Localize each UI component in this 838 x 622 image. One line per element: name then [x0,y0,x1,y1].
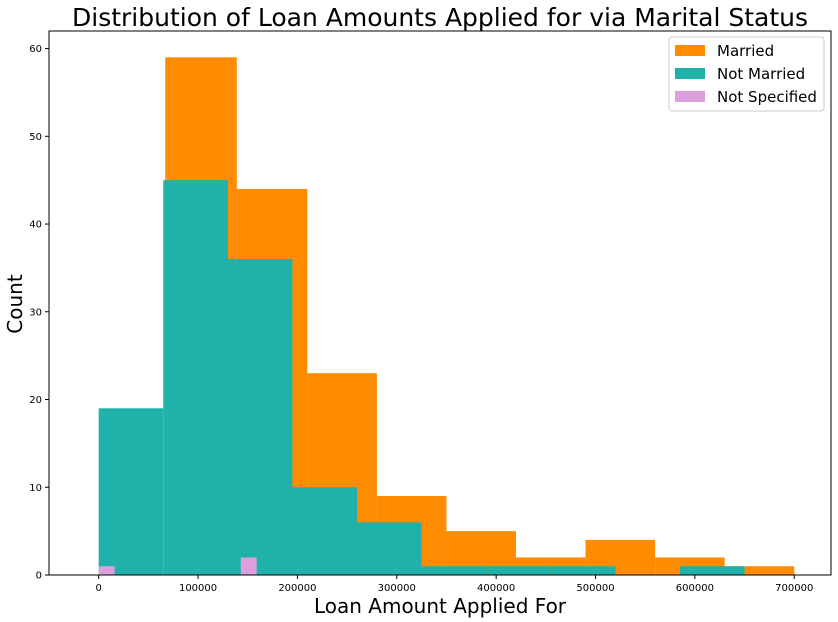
x-tick-label-0: 0 [95,583,101,594]
legend: Married Not Married Not Specified [668,36,825,112]
legend-box [668,36,825,112]
axes-layer [48,30,832,576]
x-tick-label-5: 500000 [576,583,614,594]
x-axis-label: Loan Amount Applied For [314,594,567,618]
y-tick-label-2: 20 [29,395,42,406]
x-tick-label-3: 300000 [378,583,416,594]
y-tick-label-6: 60 [29,44,42,55]
x-tick-label-4: 400000 [477,583,515,594]
legend-swatch-not-specified [675,91,705,102]
bars-layer [98,57,795,576]
bar-not-specified-1 [240,557,257,575]
bar-not-married-0 [98,408,164,575]
x-tick-label-1: 100000 [179,583,217,594]
chart-title: Distribution of Loan Amounts Applied for… [72,3,808,32]
legend-label-not-married: Not Married [717,65,805,83]
bar-not-specified-0 [98,566,115,575]
plot-frame [48,30,832,576]
legend-swatch-married [675,45,705,56]
legend-label-not-specified: Not Specified [717,88,817,106]
y-axis-label: Count [3,274,27,334]
bar-not-married-1 [163,180,228,575]
y-tick-label-5: 50 [29,132,42,143]
y-tick-label-4: 40 [29,220,42,231]
bar-married-8 [724,566,795,575]
legend-label-married: Married [717,42,774,60]
bar-not-married-4 [357,522,422,575]
bar-not-married-3 [292,487,358,575]
x-tick-label-2: 200000 [278,583,316,594]
x-tick-label-7: 700000 [775,583,813,594]
x-tick-label-6: 600000 [676,583,714,594]
bar-not-married-7 [550,566,616,575]
bar-not-married-2 [227,259,293,575]
y-tick-label-3: 30 [29,307,42,318]
bar-not-married-6 [486,566,551,575]
bar-not-married-9 [679,566,745,575]
y-tick-label-1: 10 [29,483,42,494]
ticks-layer: 0 100000 200000 300000 400000 500000 600000 700… [29,44,813,594]
bar-not-married-5 [421,566,487,575]
y-tick-label-0: 0 [36,571,42,582]
legend-swatch-not-married [675,68,705,79]
